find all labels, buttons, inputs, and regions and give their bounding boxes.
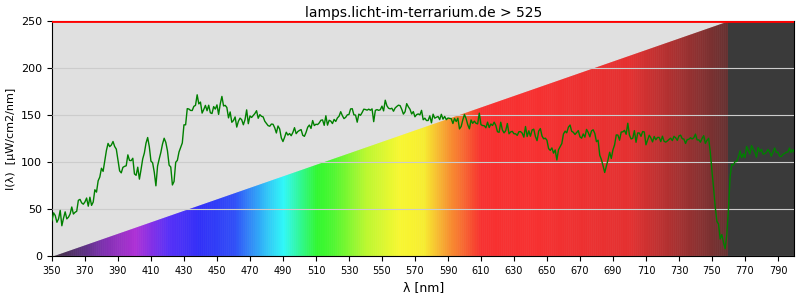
Y-axis label: I(λ)  [μW/cm2/nm]: I(λ) [μW/cm2/nm] bbox=[6, 87, 15, 190]
Title: lamps.licht-im-terrarium.de > 525: lamps.licht-im-terrarium.de > 525 bbox=[305, 6, 542, 20]
X-axis label: λ [nm]: λ [nm] bbox=[402, 281, 444, 294]
